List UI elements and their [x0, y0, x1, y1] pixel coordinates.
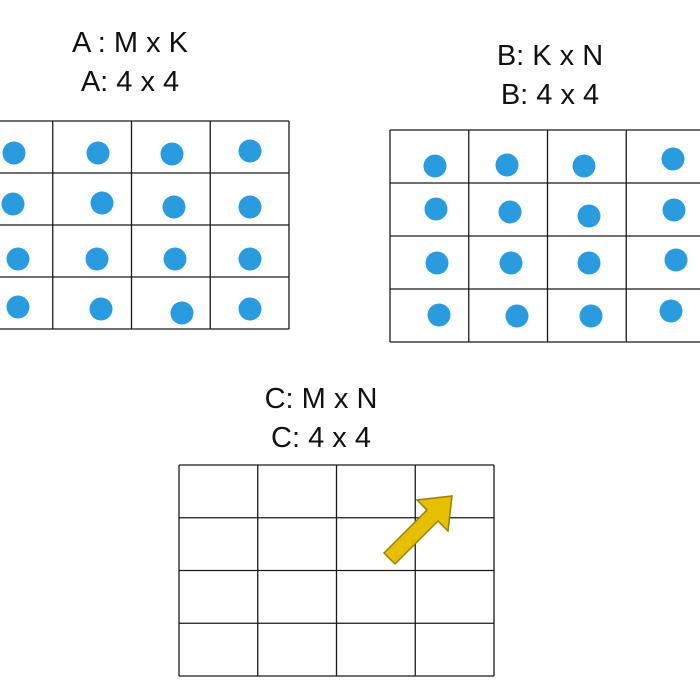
diagonal-arrow-icon [382, 495, 453, 566]
matrix-b-element-dot [661, 147, 685, 171]
matrix-a-element-dot [1, 192, 25, 216]
matrix-c-dims: C: 4 x 4 [271, 422, 371, 454]
matrix-b-element-dot [664, 248, 688, 272]
matrix-a-element-dot [238, 139, 262, 163]
matrix-a-element-dot [160, 142, 184, 166]
matrix-b-element-dot [425, 251, 449, 275]
matrix-a-element-dot [170, 301, 194, 325]
matrix-b-element-dot [572, 154, 596, 178]
matrix-a-element-dot [86, 141, 110, 165]
matrix-b-grid [389, 129, 700, 343]
matrix-a-element-dot [238, 247, 262, 271]
matrix-b-element-dot [505, 304, 529, 328]
matrix-c-label: C: M x N C: 4 x 4 [221, 380, 421, 458]
matrix-b-element-dot [498, 200, 522, 224]
matrix-a-element-dot [238, 297, 262, 321]
matrix-c-grid [178, 464, 495, 677]
matrix-b-element-dot [662, 198, 686, 222]
matrix-a-element-dot [85, 247, 109, 271]
matrix-a-element-dot [163, 247, 187, 271]
matrix-a-element-dot [89, 297, 113, 321]
matrix-a-dims: A: 4 x 4 [80, 66, 180, 98]
matrix-b-element-dot [659, 299, 683, 323]
matrix-a-element-dot [238, 195, 262, 219]
matrix-a-element-dot [90, 191, 114, 215]
matrix-b-element-dot [427, 303, 451, 327]
matrix-b-element-dot [579, 304, 603, 328]
matrix-b-element-dot [423, 154, 447, 178]
matrix-c-title: C: M x N [264, 383, 378, 415]
matrix-b-element-dot [499, 251, 523, 275]
matrix-a-label: A : M x K A: 4 x 4 [30, 24, 230, 102]
matrix-a-title: A : M x K [71, 27, 189, 59]
matrix-b-element-dot [495, 153, 519, 177]
matrix-a-element-dot [2, 141, 26, 165]
matrix-b-dims: B: 4 x 4 [500, 79, 600, 111]
matrix-b-label: B: K x N B: 4 x 4 [450, 37, 650, 115]
matrix-a-element-dot [6, 295, 30, 319]
matrix-a-element-dot [162, 195, 186, 219]
arrow-shape [382, 495, 453, 566]
matrix-b-element-dot [577, 251, 601, 275]
matrix-b-element-dot [424, 197, 448, 221]
matrix-b-title: B: K x N [496, 40, 604, 72]
matrix-b-element-dot [577, 204, 601, 228]
matrix-a-element-dot [6, 247, 30, 271]
matrix-a-grid [0, 120, 290, 330]
